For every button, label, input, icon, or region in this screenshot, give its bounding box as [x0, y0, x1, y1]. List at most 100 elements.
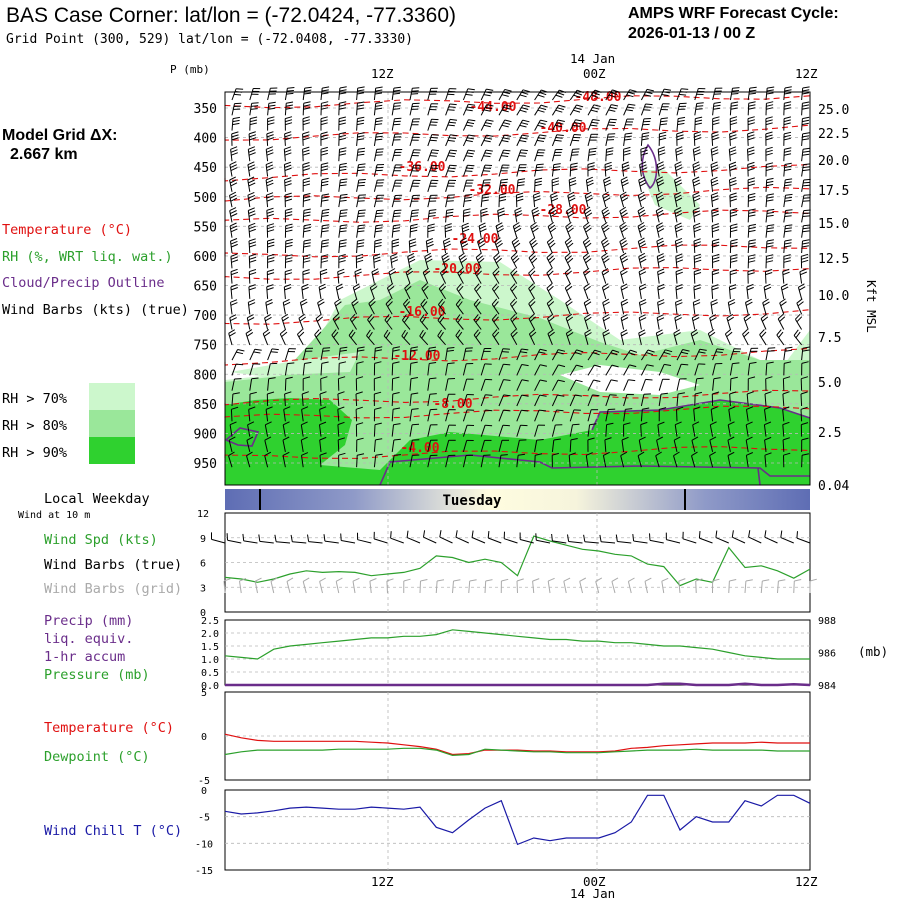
barb-flag [622, 318, 628, 321]
wind-barb [285, 88, 294, 101]
barb-flag [300, 299, 306, 302]
barb-flag [766, 261, 773, 263]
barb-flag [485, 123, 492, 124]
barb-flag [645, 578, 651, 581]
barb-flag [622, 213, 628, 217]
barb-flag [357, 90, 364, 91]
wind-barb [695, 103, 704, 116]
barb-flag [421, 580, 428, 582]
barb-flag [730, 153, 737, 155]
barb-flag [731, 239, 738, 241]
barb-flag [681, 89, 688, 90]
barb-flag [286, 102, 293, 103]
barb-flag [784, 258, 791, 260]
barb-flag [786, 210, 793, 211]
barb-flag [731, 105, 738, 106]
barb-flag [730, 138, 737, 140]
barb-flag [767, 181, 774, 182]
wind-barb [620, 192, 628, 207]
barb-flag [711, 162, 718, 165]
barb-flag [749, 530, 750, 537]
height-tick-label: 12.5 [818, 252, 849, 267]
barb-flag [266, 193, 273, 196]
barb-flag [693, 318, 699, 321]
barb-flag [304, 93, 311, 94]
barb-flag [745, 317, 751, 321]
barb-flag [393, 93, 400, 94]
barb-flag [284, 147, 291, 149]
barb-flag [576, 105, 583, 107]
barb-flag [712, 153, 719, 156]
barb-flag [267, 153, 274, 156]
barb-flag [608, 125, 615, 126]
barb-flag [339, 154, 346, 155]
barb-flag [766, 105, 773, 107]
barb-flag [322, 243, 329, 244]
barb-flag [766, 123, 773, 125]
barb-flag [231, 303, 238, 306]
barb-flag [628, 92, 635, 94]
barb-flag [263, 330, 269, 334]
wind-barb [784, 132, 791, 146]
barb-flag [517, 199, 524, 201]
barb-flag [604, 228, 610, 232]
barb-flag [676, 272, 683, 274]
barb-flag [485, 153, 492, 154]
barb-flag [712, 150, 719, 153]
barb-flag [231, 153, 238, 156]
barb-flag [728, 317, 734, 321]
barb-flag [504, 135, 511, 136]
pressure-tick-label: 900 [194, 427, 217, 442]
barb-flag [659, 153, 666, 155]
barb-flag [339, 151, 346, 152]
barb-flag [321, 150, 328, 152]
barb-flag [710, 317, 716, 320]
barb-flag [621, 210, 627, 214]
barb-flag [339, 169, 346, 170]
barb-flag [231, 254, 238, 257]
barb-flag [639, 333, 645, 336]
barb-shaft [745, 581, 746, 593]
barb-flag [604, 213, 610, 217]
barb-flag [573, 110, 580, 112]
barb-flag [733, 88, 740, 89]
barb-flag [249, 254, 256, 256]
barb-flag [231, 288, 238, 290]
barb-flag [272, 349, 279, 350]
barb-flag [450, 165, 457, 166]
barb-flag [802, 246, 809, 247]
barb-shaft [228, 540, 242, 543]
wind-barb [463, 89, 474, 100]
barb-shaft [712, 287, 713, 299]
barb-flag [303, 123, 310, 125]
surface-wind-barb-grid [517, 579, 524, 593]
barb-flag [320, 578, 326, 581]
barb-flag [572, 152, 579, 153]
wind-barb [321, 240, 329, 253]
barb-flag [697, 378, 704, 379]
barb-flag [694, 229, 701, 232]
barb-flag [694, 183, 700, 186]
barb-flag [533, 228, 539, 232]
height-tick-label: 15.0 [818, 217, 849, 232]
barb-flag [231, 260, 238, 262]
barb-flag [796, 332, 800, 338]
barb-flag [427, 241, 434, 244]
barb-flag [286, 224, 293, 226]
wind-barb [357, 225, 366, 238]
barb-flag [322, 90, 329, 91]
barb-flag [639, 256, 645, 259]
barb-flag [488, 531, 489, 538]
barb-flag [785, 225, 792, 226]
barb-shaft [683, 539, 696, 543]
wind-barb [711, 300, 718, 315]
barb-shaft [801, 409, 802, 421]
panel-tick-label: 1.0 [201, 655, 219, 666]
wind-barb [481, 208, 488, 222]
barb-flag [267, 208, 274, 210]
wind-barb [565, 268, 572, 283]
barb-flag [322, 228, 329, 229]
barb-flag [283, 299, 289, 302]
barb-flag [695, 260, 702, 262]
barb-flag [554, 167, 561, 168]
